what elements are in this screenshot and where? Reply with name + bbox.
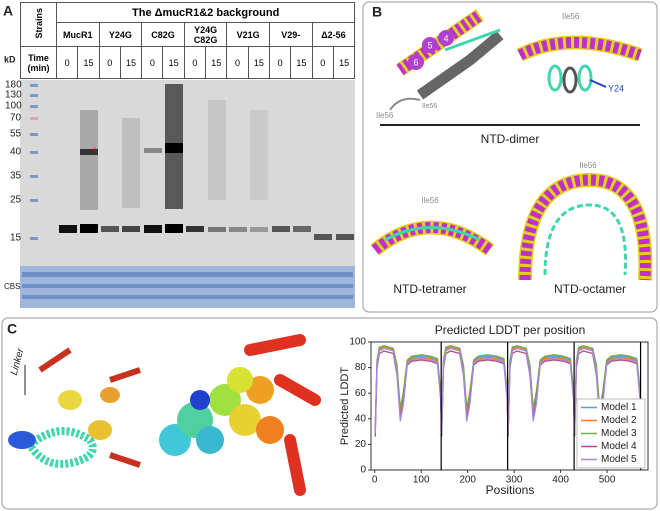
time-label: 15 [205,46,228,79]
strain: Y24G C82G [183,22,228,47]
legend-label: Model 3 [601,428,637,439]
y-tick-label: 100 [349,337,366,348]
time-label: 0 [226,46,249,79]
strain: Y24G [98,22,143,47]
y-tick-label: 80 [355,362,367,373]
helix-number: 6 [413,57,418,67]
legend-label: Model 2 [601,415,637,426]
x-tick-label: 200 [459,475,476,486]
marker-label: 100 [5,101,22,112]
x-tick-label: 400 [552,475,569,486]
x-tick-label: 100 [413,475,430,486]
background-header: The ΔmucR1&2 background [55,2,356,23]
time-label: 0 [311,46,334,79]
ladder [30,84,38,240]
structure-label: NTD-octamer [554,282,626,296]
time-header: Time (min) [20,46,57,79]
helix-number: 5 [427,40,432,50]
marker-label: 25 [10,195,22,206]
structure-label: NTD-dimer [481,132,540,146]
strain: C82G [141,22,185,47]
marker-label: 130 [5,90,22,101]
chart-title: Predicted LDDT per position [435,323,586,337]
strain: V21G [226,22,270,47]
x-tick-label: 500 [599,475,616,486]
strains-header: Strains [20,2,57,47]
time-label: 0 [98,46,121,79]
linker-label: Linker [9,347,27,377]
time-label: 0 [55,46,79,79]
marker-label: 180 [5,80,22,91]
y-tick-label: 40 [355,413,367,424]
cartoon-model [8,347,141,468]
time-label: 15 [162,46,185,79]
kd-label: kD [4,54,16,64]
x-tick-label: 0 [372,475,378,486]
panel-label: A [3,3,13,19]
residue-label: Ile56 [579,161,597,170]
plot-frame [370,341,649,471]
marker-label: 70 [10,113,22,124]
marker-label: 15 [10,233,22,244]
time-label: 0 [141,46,164,79]
y-tick-label: 20 [355,439,367,450]
cbs-bands [22,272,353,299]
panel-label: C [7,321,17,337]
marker-labels: 180 130 100 70 55 40 35 25 15 [5,80,22,244]
time-label: 0 [183,46,207,79]
cbs-label: CBS [4,282,20,291]
tetramer [370,220,495,256]
y-axis-label: Predicted LDDT [339,367,351,446]
structure-label: NTD-tetramer [393,282,466,296]
marker-label: 35 [10,171,22,182]
residue-label: Ile56 [376,111,394,120]
strain-header: Strains The ΔmucR1&2 background MucR1 Y2… [20,2,356,79]
strains-header-text: Strains [33,8,44,39]
panel-label: B [372,4,382,20]
x-axis-label: Positions [486,483,535,497]
time-label: 15 [77,46,100,79]
panel-frame [1,317,658,510]
legend-label: Model 5 [601,454,637,465]
time-label: 15 [247,46,270,79]
y-tick-label: 0 [360,465,366,476]
legend-label: Model 1 [601,402,637,413]
residue-label: Ile56 [562,12,580,21]
marker-label: 55 [10,129,22,140]
residue-label: Ile56 [421,196,439,205]
legend-label: Model 4 [601,441,637,452]
strain: MucR1 [56,22,100,47]
marker-label: 40 [10,147,22,158]
panel-frame [362,1,658,313]
asterisk: * [92,145,97,159]
y-tick-label: 60 [355,388,367,399]
helix-number: 4 [443,33,448,43]
strain: Δ2-56 [311,22,356,47]
dimer-right [516,35,643,94]
strain: V29- [268,22,313,47]
surface-model [159,334,321,496]
dimer-left [389,9,504,111]
x-tick-label: 300 [506,475,523,486]
residue-label: Ile56 [422,103,437,110]
lddt-chart: Predicted LDDT per position Positions Pr… [339,323,649,497]
time-label: 15 [119,46,143,79]
gel-bands [59,84,354,240]
time-label: 15 [332,46,356,79]
octamer [518,172,653,281]
time-label: 15 [290,46,313,79]
time-label: 0 [268,46,292,79]
residue-label: Y24 [608,83,624,93]
gel [20,80,355,266]
